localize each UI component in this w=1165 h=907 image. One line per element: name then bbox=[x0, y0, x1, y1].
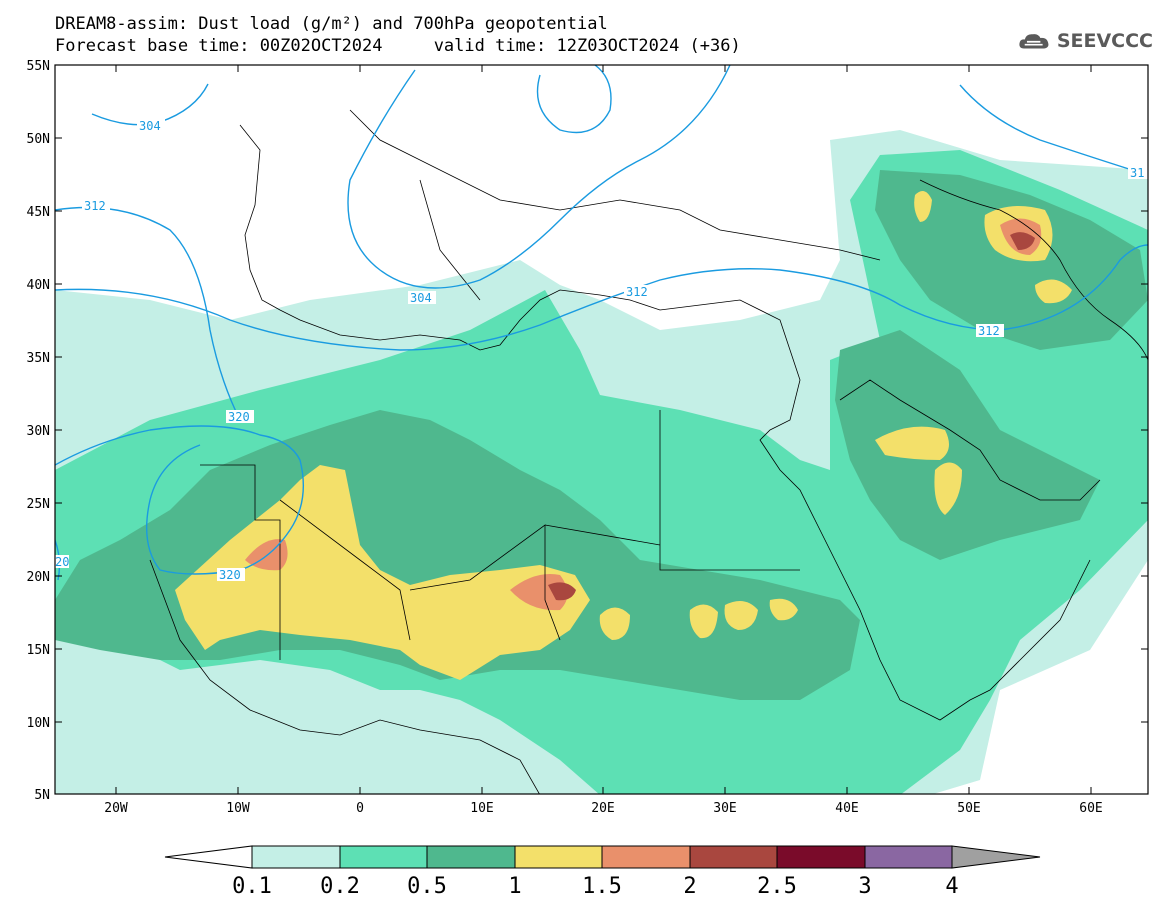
colorbar-label: 2.5 bbox=[757, 874, 797, 899]
lat-label: 25N bbox=[27, 497, 50, 512]
lon-label: 20W bbox=[104, 801, 128, 816]
contour-label: 304 bbox=[410, 291, 432, 305]
contour-304-europe bbox=[347, 65, 731, 289]
lat-label: 15N bbox=[27, 643, 50, 658]
lon-label: 10W bbox=[226, 801, 250, 816]
dust-level-2-chad bbox=[548, 582, 576, 601]
dust-level-2-aral bbox=[1010, 232, 1035, 250]
contour-320-loop bbox=[145, 444, 305, 575]
geopotential-contours bbox=[55, 65, 1148, 581]
colorbar-label: 1.5 bbox=[582, 874, 622, 899]
colorbar-swatch bbox=[601, 845, 691, 869]
dust-load-shading bbox=[55, 130, 1148, 794]
dust-level-0-5-caspian bbox=[875, 170, 1148, 350]
lat-label: 45N bbox=[27, 205, 50, 220]
colorbar-swatch bbox=[251, 845, 341, 869]
map-title: DREAM8-assim: Dust load (g/m²) and 700hP… bbox=[55, 14, 608, 34]
colorbar bbox=[164, 845, 1041, 869]
colorbar-over-arrow bbox=[951, 845, 1041, 869]
country-borders-europe bbox=[349, 109, 881, 301]
contour-312-west bbox=[55, 206, 241, 421]
colorbar-label: 3 bbox=[858, 874, 872, 899]
seevccc-logo: SEEVCCC bbox=[1018, 26, 1153, 56]
contour-label: 31 bbox=[1130, 166, 1144, 180]
colorbar-swatch bbox=[689, 845, 778, 869]
logo-text: SEEVCCC bbox=[1056, 30, 1153, 52]
contour-label: 20 bbox=[55, 555, 69, 569]
dust-level-1-sahara bbox=[175, 465, 590, 680]
lat-label: 35N bbox=[27, 351, 50, 366]
map-subtitle-times: Forecast base time: 00Z02OCT2024 valid t… bbox=[55, 36, 741, 56]
dust-level-1-kazakh bbox=[914, 191, 932, 222]
dust-level-1-iraq bbox=[875, 426, 949, 460]
coastlines-borders bbox=[149, 109, 1148, 794]
dust-level-0-5-arabia bbox=[835, 330, 1100, 560]
colorbar-swatch bbox=[776, 845, 866, 869]
country-borders-africa bbox=[200, 410, 800, 660]
lon-label: 20E bbox=[591, 801, 614, 816]
lat-label: 5N bbox=[34, 788, 50, 803]
dust-level-1-spot-b bbox=[689, 604, 718, 639]
lon-label: 0 bbox=[356, 801, 364, 816]
lat-label: 55N bbox=[27, 59, 50, 74]
lat-label: 30N bbox=[27, 424, 50, 439]
cloud-logo-icon bbox=[1019, 34, 1049, 49]
colorbar-swatch bbox=[339, 845, 428, 869]
lon-label: 50E bbox=[957, 801, 980, 816]
lat-label: 20N bbox=[27, 570, 50, 585]
coastline-main bbox=[239, 124, 1091, 721]
dust-level-1-arabia bbox=[934, 462, 962, 515]
lat-label: 40N bbox=[27, 278, 50, 293]
contour-31-ne bbox=[959, 84, 1148, 176]
contour-312-main bbox=[55, 244, 1148, 351]
country-borders-arabia bbox=[839, 379, 1101, 501]
dust-level-1-turkmen bbox=[1035, 279, 1072, 304]
longitude-labels: 20W 10W 0 10E 20E 30E 40E 50E 60E bbox=[104, 801, 1102, 816]
dust-level-1-spot-d bbox=[769, 598, 798, 621]
colorbar-swatch bbox=[426, 845, 516, 869]
contour-label: 320 bbox=[219, 568, 241, 582]
lon-label: 60E bbox=[1079, 801, 1102, 816]
lon-label: 30E bbox=[713, 801, 736, 816]
latitude-labels: 55N 50N 45N 40N 35N 30N 25N 20N 15N 10N … bbox=[27, 59, 50, 803]
colorbar-under-arrow bbox=[164, 845, 253, 869]
colorbar-label: 0.1 bbox=[232, 874, 272, 899]
dust-level-1-spot-a bbox=[599, 607, 630, 640]
colorbar-label: 1 bbox=[508, 874, 522, 899]
colorbar-label: 0.2 bbox=[320, 874, 360, 899]
dust-level-1-5-chad bbox=[510, 574, 568, 611]
lat-label: 10N bbox=[27, 716, 50, 731]
colorbar-swatch bbox=[864, 845, 953, 869]
contour-304-central bbox=[536, 65, 612, 134]
colorbar-label: 2 bbox=[683, 874, 697, 899]
lon-label: 10E bbox=[470, 801, 493, 816]
contour-label: 312 bbox=[978, 324, 1000, 338]
contour-320-north bbox=[55, 425, 301, 466]
contour-label: 312 bbox=[84, 199, 106, 213]
coastline-caspian bbox=[919, 179, 1148, 361]
lon-label: 40E bbox=[835, 801, 858, 816]
lat-label: 50N bbox=[27, 132, 50, 147]
colorbar-swatch bbox=[514, 845, 603, 869]
contour-label: 304 bbox=[139, 119, 161, 133]
contour-label: 312 bbox=[626, 285, 648, 299]
axis-ticks bbox=[55, 64, 1148, 794]
colorbar-label: 4 bbox=[945, 874, 959, 899]
colorbar-label: 0.5 bbox=[407, 874, 447, 899]
dust-level-1-spot-c bbox=[724, 601, 758, 630]
contour-labels: 304 312 304 312 312 320 320 31 20 bbox=[55, 119, 1148, 582]
coastline-west-africa bbox=[149, 559, 540, 794]
contour-label: 320 bbox=[228, 410, 250, 424]
